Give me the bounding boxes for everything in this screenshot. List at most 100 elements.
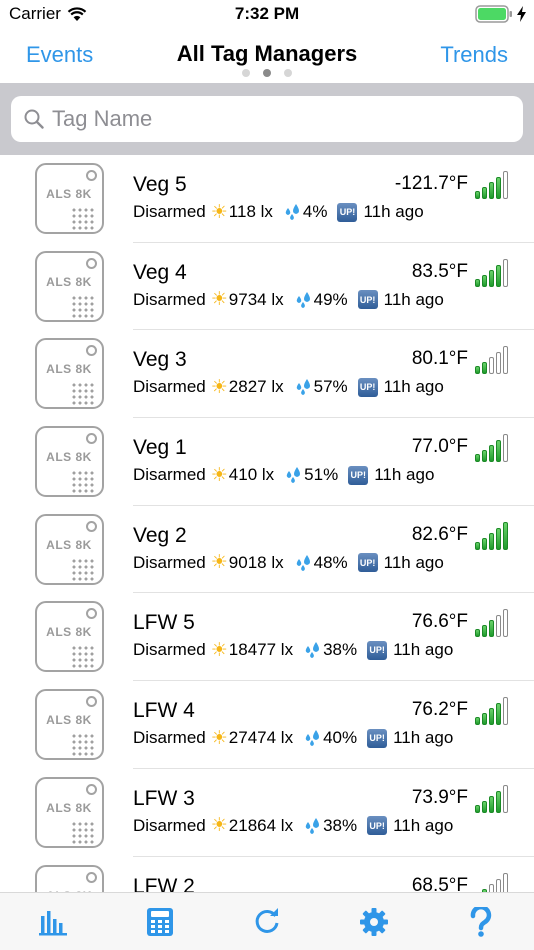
tag-hole xyxy=(86,608,97,620)
tag-hole xyxy=(86,871,97,883)
tag-hole xyxy=(86,696,97,708)
tag-row[interactable]: ALS 8K LFW 2 68.5°F Disarmed ☀ UP! 11h a… xyxy=(0,857,534,893)
status-time: 7:32 PM xyxy=(234,4,300,23)
carrier-label: Carrier xyxy=(9,4,61,23)
arm-state: Disarmed xyxy=(133,728,206,748)
tab-calculator[interactable] xyxy=(130,902,190,942)
up-icon: UP! xyxy=(348,465,369,485)
tag-hole xyxy=(86,783,97,795)
tag-name: LFW 2 xyxy=(133,874,195,893)
tag-sensor-grid xyxy=(71,645,95,670)
sun-icon: ☀ xyxy=(210,464,228,486)
tag-sensor-grid xyxy=(71,294,95,319)
tag-model: ALS 8K xyxy=(46,362,92,377)
row-divider xyxy=(133,855,534,857)
page-dot[interactable] xyxy=(242,69,250,77)
tag-device-icon: ALS 8K xyxy=(35,864,104,892)
tag-sensor-grid xyxy=(71,207,95,231)
page-dot-active[interactable] xyxy=(263,69,271,77)
up-icon: UP! xyxy=(367,728,388,748)
humidity-value: 48% xyxy=(313,552,348,572)
page-dot[interactable] xyxy=(284,69,292,77)
search-input[interactable] xyxy=(52,106,492,132)
signal-bar xyxy=(496,177,501,199)
tag-list[interactable]: ALS 8K Veg 5 -121.7°F Disarmed ☀ 118 lx … xyxy=(0,155,534,892)
wifi-icon xyxy=(67,6,87,21)
bar-chart-icon xyxy=(39,910,68,935)
tag-temperature: 76.2°F xyxy=(411,699,468,721)
signal-bar xyxy=(489,182,494,199)
sun-icon: ☀ xyxy=(210,201,228,223)
search-box[interactable] xyxy=(11,96,523,142)
tag-hole xyxy=(86,433,97,445)
tag-status-line: Disarmed ☀ 2827 lx 57% UP! 11h ago xyxy=(133,377,444,397)
signal-bar xyxy=(489,269,494,287)
signal-bar xyxy=(503,346,508,375)
signal-bar xyxy=(475,629,480,638)
tab-help[interactable] xyxy=(451,902,511,942)
tag-name: Veg 2 xyxy=(133,523,187,547)
signal-bar xyxy=(475,191,480,199)
tag-temperature: 80.1°F xyxy=(411,348,468,370)
tag-device-icon: ALS 8K xyxy=(35,338,104,410)
updated-time: 11h ago xyxy=(383,289,444,309)
tab-settings[interactable] xyxy=(344,902,404,942)
tag-row[interactable]: ALS 8K Veg 4 83.5°F Disarmed ☀ 9734 lx 4… xyxy=(0,243,534,331)
signal-bar xyxy=(503,521,508,550)
tag-row[interactable]: ALS 8K LFW 5 76.6°F Disarmed ☀ 18477 lx … xyxy=(0,593,534,682)
row-divider xyxy=(133,417,534,419)
trends-button[interactable]: Trends xyxy=(440,42,508,67)
tag-row[interactable]: ALS 8K Veg 5 -121.7°F Disarmed ☀ 118 lx … xyxy=(0,155,534,243)
water-drops-icon xyxy=(305,642,320,659)
signal-strength-icon xyxy=(475,609,511,638)
signal-bar xyxy=(482,800,487,813)
up-icon: UP! xyxy=(367,816,388,836)
tag-row[interactable]: ALS 8K LFW 4 76.2°F Disarmed ☀ 27474 lx … xyxy=(0,681,534,769)
updated-time: 11h ago xyxy=(393,815,454,835)
tag-row[interactable]: ALS 8K Veg 3 80.1°F Disarmed ☀ 2827 lx 5… xyxy=(0,330,534,419)
tag-sensor-grid xyxy=(71,820,95,845)
tag-status-line: Disarmed ☀ 21864 lx 38% UP! 11h ago xyxy=(133,816,453,836)
arm-state: Disarmed xyxy=(133,289,206,309)
row-divider xyxy=(133,592,534,594)
signal-bar xyxy=(503,171,508,199)
tag-sensor-grid xyxy=(71,557,95,582)
events-button[interactable]: Events xyxy=(26,42,94,67)
humidity-value: 38% xyxy=(323,640,358,660)
status-right xyxy=(475,5,526,23)
signal-bar xyxy=(482,537,487,550)
tag-status-line: Disarmed ☀ 18477 lx 38% UP! 11h ago xyxy=(133,640,453,660)
tag-row[interactable]: ALS 8K Veg 1 77.0°F Disarmed ☀ 410 lx 51… xyxy=(0,418,534,506)
status-left: Carrier xyxy=(9,4,87,24)
tag-name: LFW 5 xyxy=(133,611,195,635)
tag-temperature: 76.6°F xyxy=(411,611,468,633)
signal-strength-icon xyxy=(475,521,511,550)
signal-bar xyxy=(489,357,494,375)
tag-temperature: 73.9°F xyxy=(411,786,468,808)
signal-bar xyxy=(482,450,487,463)
tag-device-icon: ALS 8K xyxy=(35,163,104,234)
tag-row[interactable]: ALS 8K Veg 2 82.6°F Disarmed ☀ 9018 lx 4… xyxy=(0,506,534,594)
lux-value: 2827 lx xyxy=(228,377,284,397)
tag-device-icon: ALS 8K xyxy=(35,601,104,673)
signal-bar xyxy=(475,454,480,463)
signal-strength-icon xyxy=(475,171,511,199)
tag-status-line: Disarmed ☀ 410 lx 51% UP! 11h ago xyxy=(133,465,434,485)
water-drops-icon xyxy=(286,467,301,484)
humidity-value: 40% xyxy=(323,728,358,748)
page-indicator[interactable] xyxy=(0,69,534,77)
tab-refresh[interactable] xyxy=(237,902,297,942)
water-drops-icon xyxy=(296,379,310,396)
sun-icon: ☀ xyxy=(210,376,228,398)
arm-state: Disarmed xyxy=(133,552,206,572)
up-icon: UP! xyxy=(367,640,388,660)
tag-model: ALS 8K xyxy=(46,800,92,815)
search-bar-area xyxy=(0,83,534,155)
updated-time: 11h ago xyxy=(374,465,435,485)
signal-bar xyxy=(496,527,501,550)
tab-stats[interactable] xyxy=(23,902,83,942)
row-divider xyxy=(133,504,534,506)
signal-bar xyxy=(489,708,494,726)
tag-row[interactable]: ALS 8K LFW 3 73.9°F Disarmed ☀ 21864 lx … xyxy=(0,769,534,857)
up-icon: UP! xyxy=(337,202,358,222)
